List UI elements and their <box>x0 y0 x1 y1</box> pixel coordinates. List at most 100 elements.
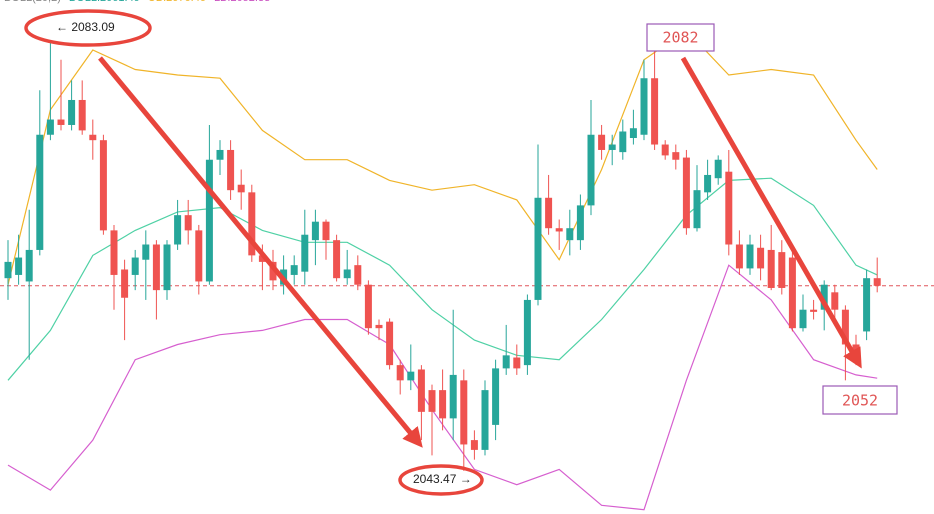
candle-body <box>587 134 595 206</box>
candle-body <box>725 171 733 245</box>
candle-body <box>375 324 383 329</box>
indicator-header: BOLL(20,2) BOLL:2061.49 UB:2076.46 LB:2052.… <box>4 0 270 4</box>
candle-body <box>269 261 277 281</box>
candle-body <box>25 249 33 282</box>
candle-body <box>545 197 553 229</box>
candle-body <box>810 309 818 312</box>
candle-body <box>216 149 224 160</box>
candle-body <box>735 244 743 269</box>
candle-body <box>831 292 839 310</box>
candle-body <box>863 278 871 332</box>
candle-body <box>492 368 500 425</box>
candle-body <box>152 244 160 291</box>
annotation: 2043.47 → <box>413 472 472 486</box>
candle-body <box>407 371 415 381</box>
candle-body <box>174 215 182 245</box>
candle-body <box>778 252 786 288</box>
candle-body <box>460 380 468 445</box>
candle-body <box>322 221 330 241</box>
candle-body <box>757 247 765 269</box>
candle-body <box>15 257 23 275</box>
candle-body <box>714 159 722 179</box>
annotation: 2052 <box>842 392 878 410</box>
candle-body <box>534 197 542 300</box>
candle-body <box>364 284 372 329</box>
candle-body <box>4 261 12 279</box>
candle-body <box>290 265 298 275</box>
candle-body <box>68 99 76 125</box>
candle-body <box>481 390 489 450</box>
header-item: LB:2052.33 <box>214 0 270 4</box>
header-item: BOLL(20,2) <box>4 0 61 4</box>
candle-body <box>205 159 213 282</box>
band-line <box>7 29 878 285</box>
candle-body <box>343 269 351 279</box>
candle-body <box>142 244 150 260</box>
candle-body <box>36 134 44 250</box>
header-item: BOLL:2061.49 <box>69 0 140 4</box>
candle-body <box>598 134 606 150</box>
candle-body <box>449 374 457 419</box>
candle-body <box>820 284 828 310</box>
candle-body <box>513 357 521 369</box>
candle-body <box>619 131 627 153</box>
candle-body <box>78 99 86 131</box>
header-item: UB:2076.46 <box>148 0 206 4</box>
candles <box>4 40 881 471</box>
candle-body <box>672 152 680 160</box>
label-box <box>822 385 898 415</box>
candle-body <box>799 309 807 329</box>
candle-body <box>661 144 669 156</box>
candle-body <box>439 390 447 419</box>
trend-arrow <box>98 56 423 448</box>
candle-body <box>841 309 849 345</box>
candle-body <box>470 440 478 450</box>
candle-body <box>333 240 341 279</box>
highlight-ellipse <box>398 464 484 496</box>
candle-body <box>248 192 256 256</box>
candle-body <box>693 190 701 229</box>
candle-body <box>89 134 97 141</box>
candle-body <box>99 140 107 231</box>
candle-body <box>396 365 404 381</box>
highlight-ellipse <box>24 9 152 47</box>
candle-body <box>746 244 754 269</box>
candle-body <box>195 230 203 282</box>
candle-body <box>576 205 584 241</box>
candle-body <box>640 78 648 135</box>
candle-body <box>46 119 54 135</box>
label-box <box>646 23 715 52</box>
candle-body <box>184 215 192 231</box>
trend-arrow <box>680 56 862 369</box>
candle-body <box>301 234 309 272</box>
candle-body <box>767 249 775 288</box>
candle-body <box>131 257 139 275</box>
candle-body <box>110 230 118 275</box>
candle-body <box>258 255 266 262</box>
candle-body <box>428 390 436 412</box>
candle-body <box>788 257 796 329</box>
candle-body <box>57 119 65 125</box>
annotation: ← 2083.09 <box>56 20 115 34</box>
candle-body <box>608 144 616 150</box>
candle-body <box>566 228 574 241</box>
candle-body <box>629 128 637 139</box>
candle-body <box>651 78 659 145</box>
candle-body <box>227 149 235 191</box>
candle-body <box>386 321 394 366</box>
candle-body <box>502 355 510 369</box>
annotation: 2082 <box>662 29 698 47</box>
candle-body <box>682 157 690 229</box>
candle-body <box>555 228 563 232</box>
candle-body <box>354 265 362 285</box>
candle-body <box>704 174 712 193</box>
candle-body <box>523 299 531 366</box>
candle-body <box>873 278 881 286</box>
candle-body <box>237 184 245 193</box>
candle-body <box>311 221 319 241</box>
candle-body <box>417 369 425 412</box>
candle-body <box>121 269 129 298</box>
candle-body <box>163 244 171 291</box>
